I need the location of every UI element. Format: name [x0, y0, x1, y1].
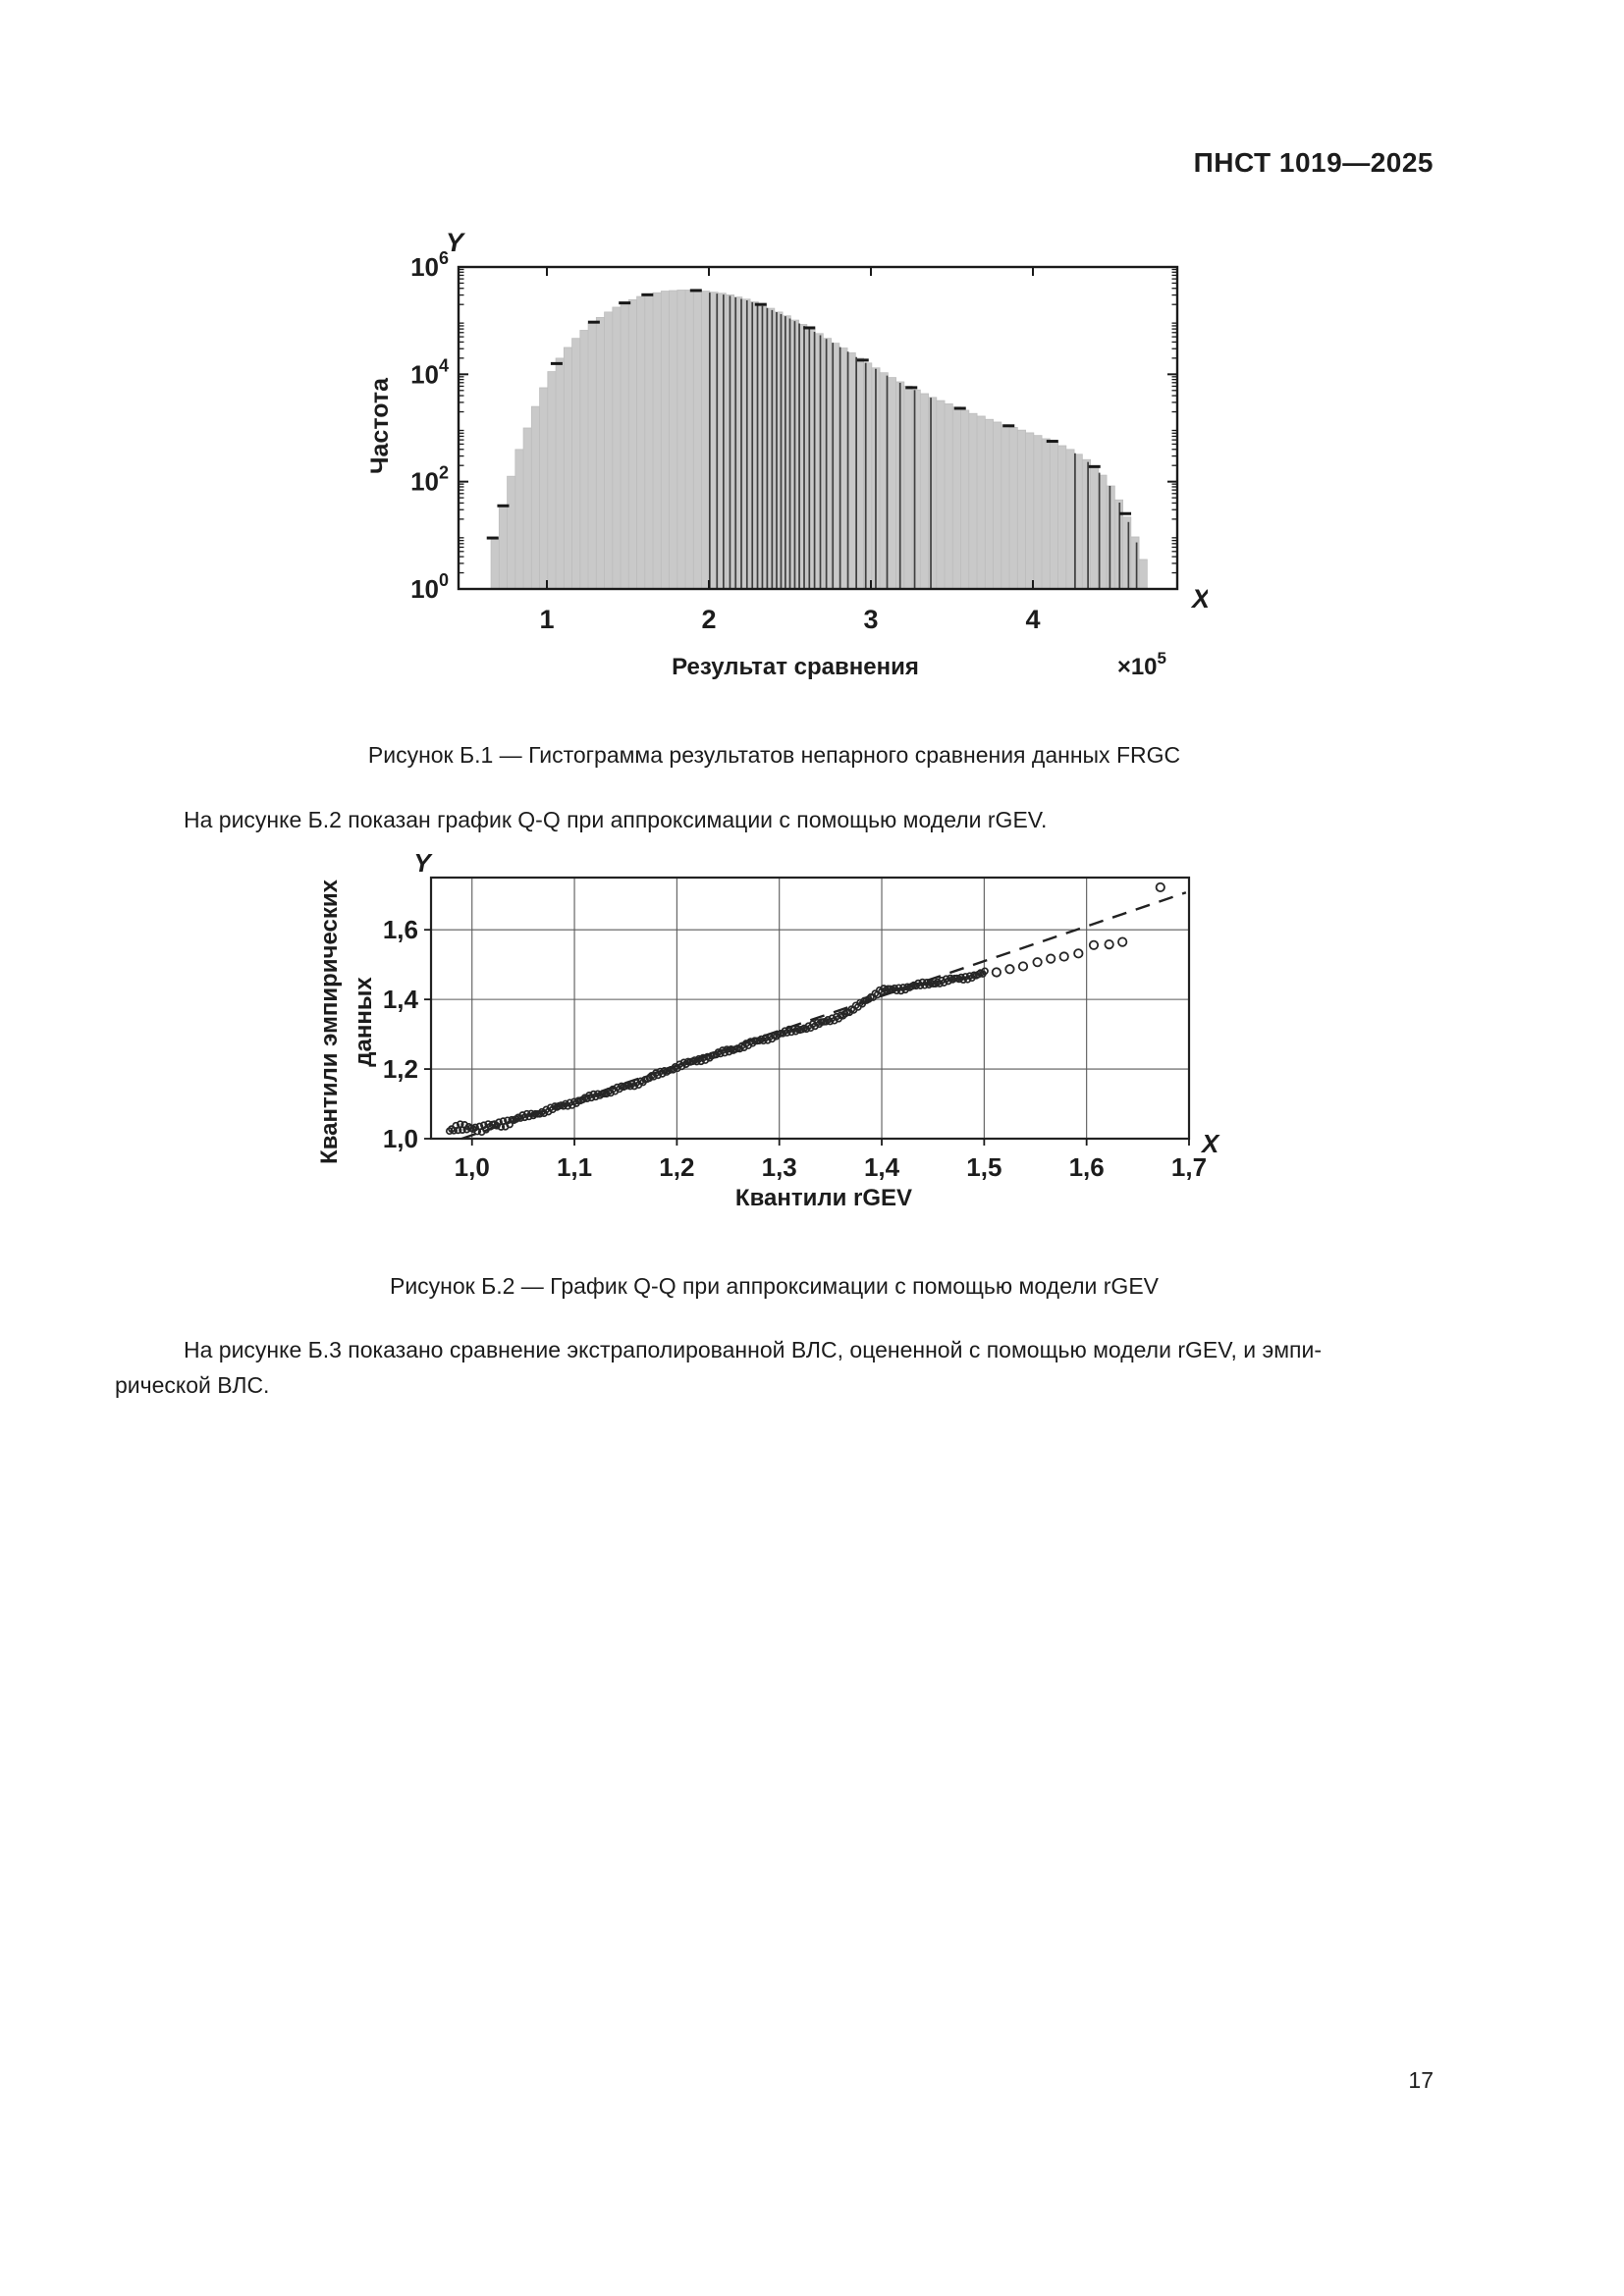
svg-text:1,4: 1,4 — [864, 1152, 900, 1182]
svg-text:1: 1 — [539, 605, 554, 634]
svg-text:1,0: 1,0 — [455, 1152, 490, 1182]
figure-b1-caption: Рисунок Б.1 — Гистограмма результатов не… — [367, 742, 1181, 768]
svg-text:1,0: 1,0 — [383, 1124, 418, 1153]
svg-text:×105: ×105 — [1117, 649, 1166, 680]
paragraph-line: рической ВЛС. — [115, 1372, 270, 1398]
svg-text:Квантили эмпирических: Квантили эмпирических — [316, 879, 343, 1164]
svg-text:3: 3 — [863, 605, 878, 634]
svg-text:1,2: 1,2 — [383, 1054, 418, 1084]
svg-text:100: 100 — [410, 570, 449, 604]
svg-text:1,3: 1,3 — [762, 1152, 797, 1182]
svg-text:X: X — [1200, 1129, 1220, 1158]
paragraph-figure-b2-intro: На рисунке Б.2 показан график Q-Q при ап… — [184, 807, 1048, 832]
svg-text:1,4: 1,4 — [383, 985, 419, 1014]
svg-text:Результат сравнения: Результат сравнения — [672, 654, 919, 680]
svg-text:Частота: Частота — [366, 377, 394, 474]
paragraph-line: На рисунке Б.3 показано сравнение экстра… — [184, 1337, 1322, 1362]
svg-text:4: 4 — [1025, 605, 1040, 634]
svg-text:Y: Y — [413, 848, 433, 878]
svg-text:1,5: 1,5 — [966, 1152, 1001, 1182]
svg-text:104: 104 — [410, 355, 449, 389]
svg-text:1,6: 1,6 — [1069, 1152, 1105, 1182]
svg-text:1,2: 1,2 — [659, 1152, 694, 1182]
svg-text:102: 102 — [410, 463, 449, 497]
document-header: ПНСТ 1019—2025 — [1193, 147, 1434, 178]
svg-text:Квантили rGEV: Квантили rGEV — [735, 1185, 912, 1211]
qq-plot-figure-b2: 1,0 1,1 1,2 1,3 1,4 1,5 1,6 1,7 1,0 1,2 1,4 1,6 Y X Кв… — [316, 848, 1220, 1211]
svg-text:2: 2 — [701, 605, 716, 634]
figure-b2-caption: Рисунок Б.2 — График Q-Q при аппроксимац… — [389, 1273, 1159, 1299]
svg-text:1,6: 1,6 — [383, 915, 418, 944]
svg-text:106: 106 — [410, 248, 449, 282]
svg-text:1,1: 1,1 — [557, 1152, 592, 1182]
svg-text:1,7: 1,7 — [1171, 1152, 1207, 1182]
svg-text:Y: Y — [446, 228, 466, 257]
svg-text:данных: данных — [351, 977, 377, 1067]
page-number: 17 — [1408, 2067, 1434, 2093]
paragraph-figure-b3-intro: На рисунке Б.3 показано сравнение экстра… — [115, 1332, 1450, 1403]
svg-text:X: X — [1190, 584, 1208, 614]
